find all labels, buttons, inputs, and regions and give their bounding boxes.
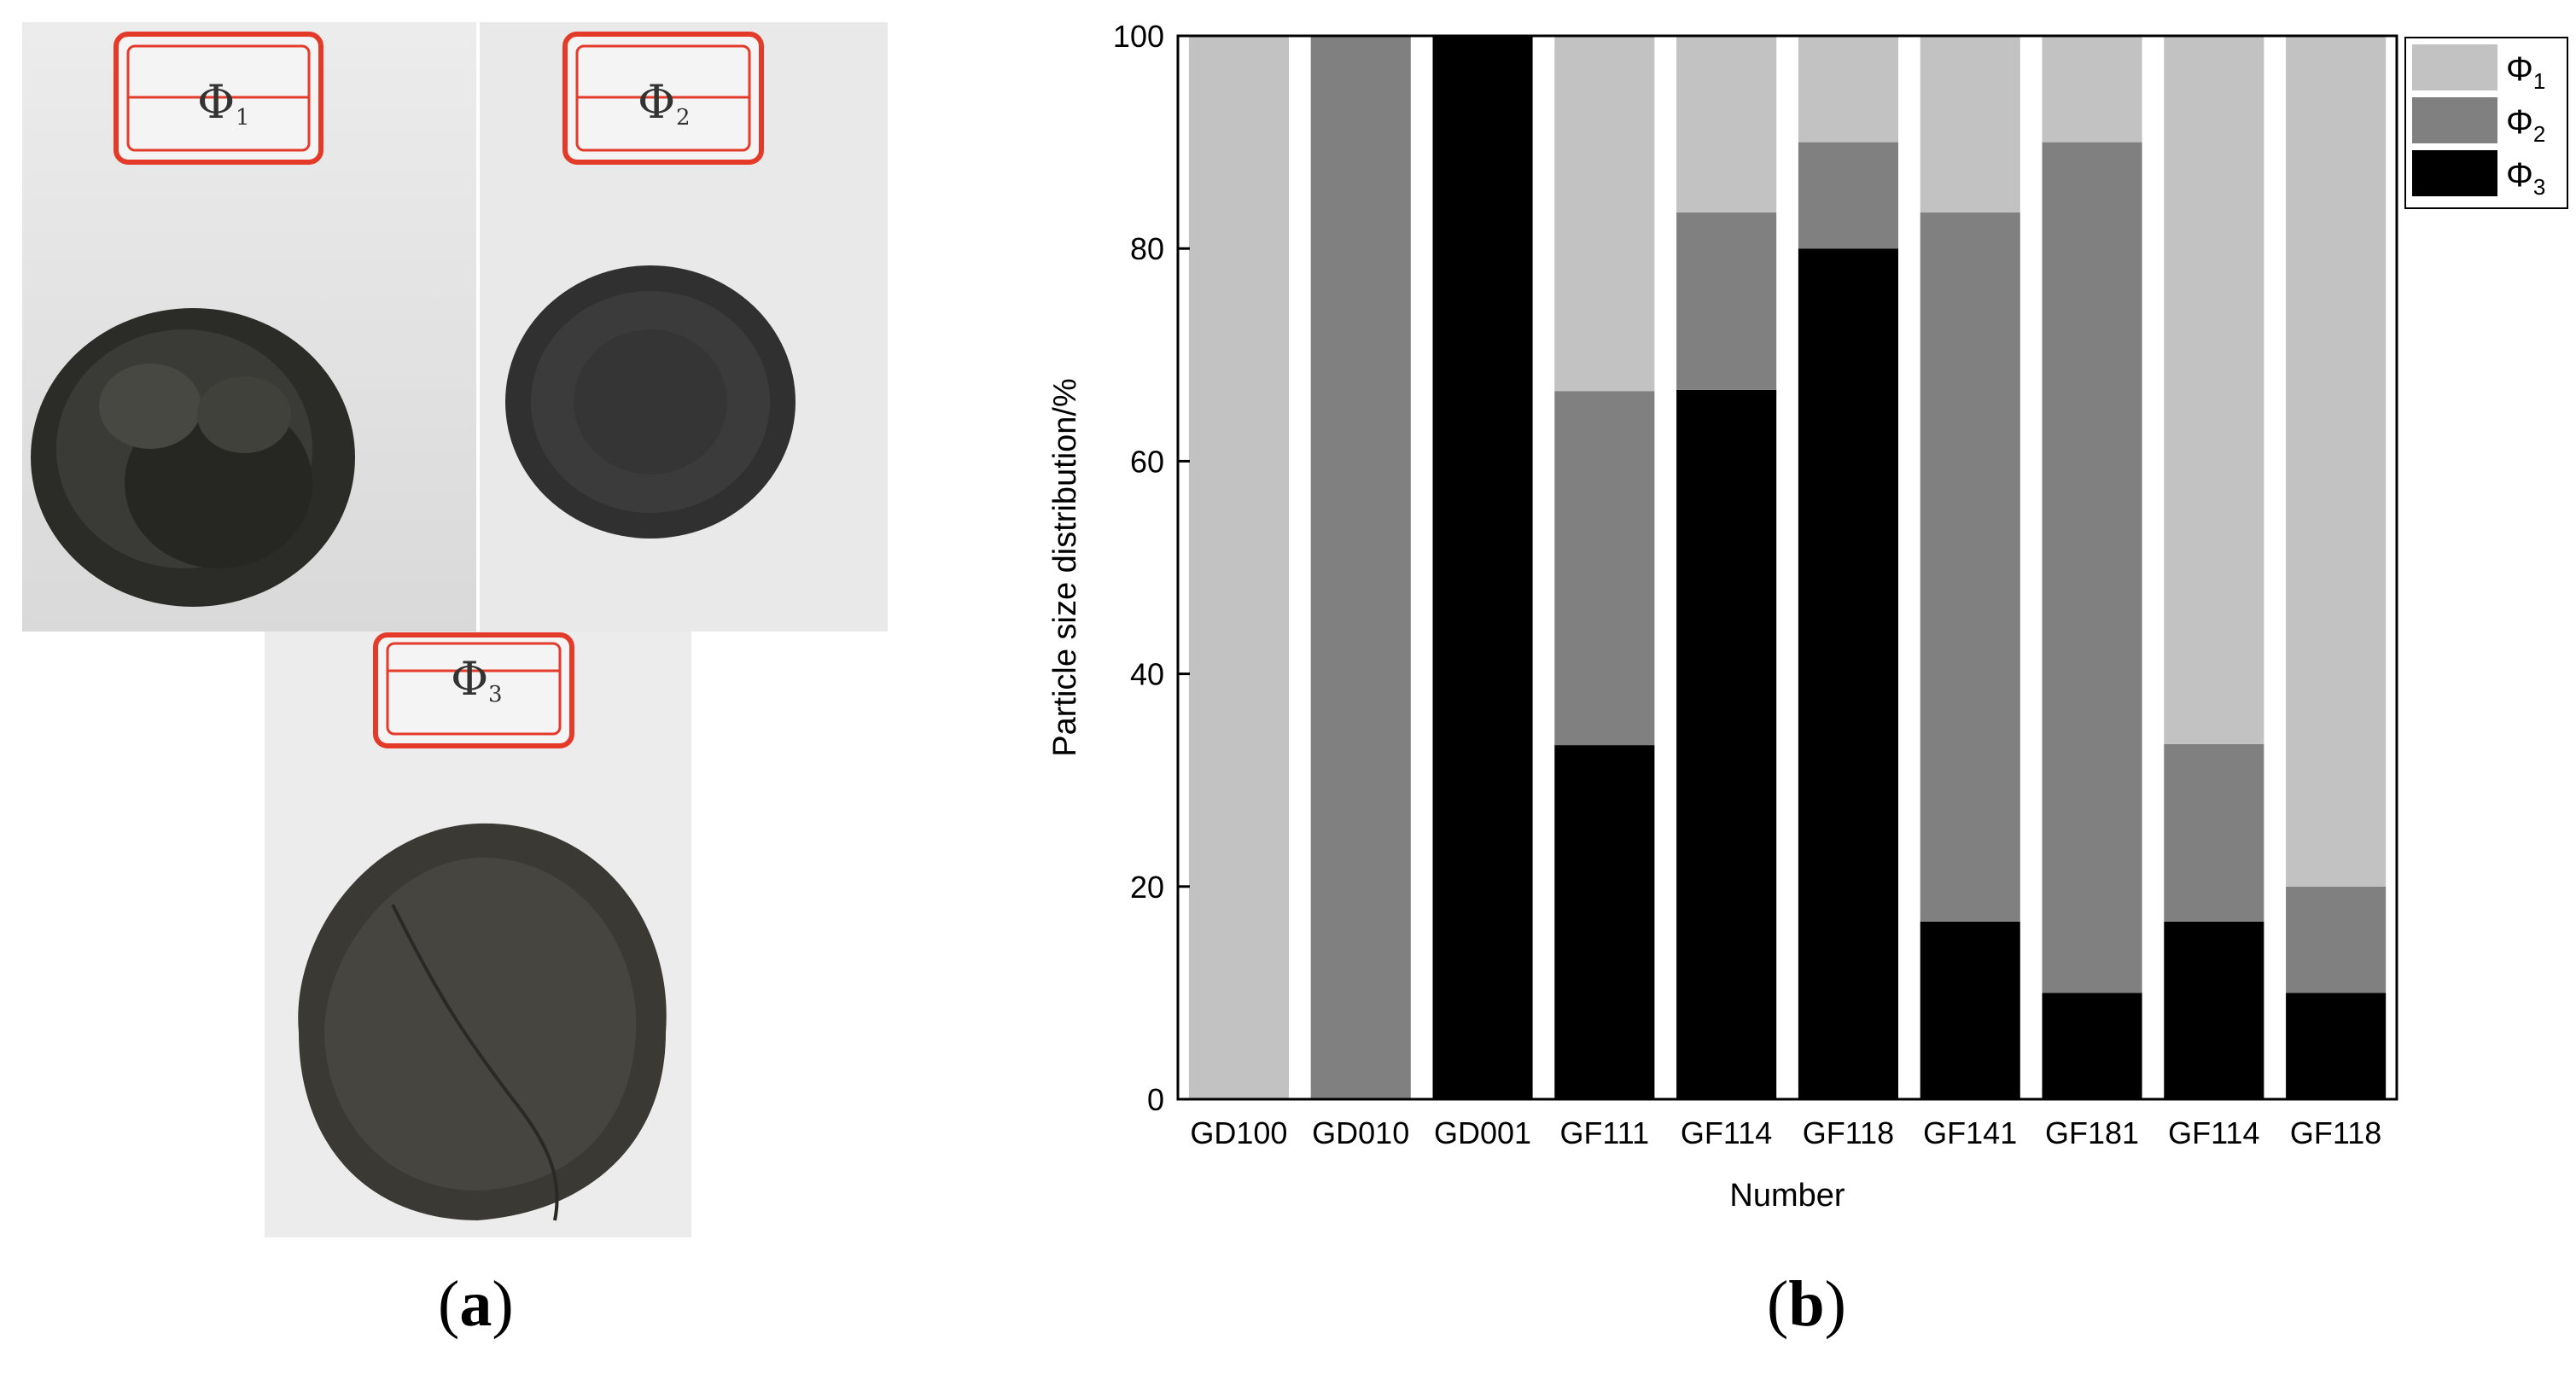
y-tick-label: 60 bbox=[1130, 444, 1164, 479]
bar-segment-gf114-phi1 bbox=[2164, 36, 2264, 744]
x-tick-label: GF114 bbox=[1681, 1115, 1772, 1150]
bar-segment-gf118-phi1 bbox=[1798, 36, 1898, 143]
legend-swatch-phi3 bbox=[2412, 150, 2497, 196]
bar-segment-gf118-phi3 bbox=[1798, 248, 1898, 1099]
bar-segment-gf114-phi2 bbox=[2164, 743, 2264, 922]
plot-frame bbox=[1176, 34, 2398, 1101]
bar-group bbox=[1188, 36, 2387, 1099]
bar-segment-gf118-phi1 bbox=[2286, 36, 2387, 887]
bar-segment-gf118-phi2 bbox=[2286, 886, 2387, 993]
svg-text:1: 1 bbox=[236, 105, 250, 131]
panel-label-a: (a) bbox=[438, 1268, 514, 1340]
y-tick-label: 100 bbox=[1113, 19, 1164, 54]
bar-segment-gf114-phi1 bbox=[1676, 36, 1777, 213]
panel-label-b: (b) bbox=[1767, 1268, 1846, 1340]
x-tick-label: GD001 bbox=[1434, 1115, 1531, 1150]
y-axis: 0 20 40 60 80 100 bbox=[1113, 19, 1190, 1117]
bar-segment-gd001-phi3 bbox=[1432, 36, 1533, 1099]
x-tick-label: GF118 bbox=[2290, 1115, 2381, 1150]
bar-segment-gf141-phi1 bbox=[1920, 36, 2020, 213]
bar-segment-gf114-phi2 bbox=[1676, 212, 1777, 390]
bar-segment-gf181-phi3 bbox=[2042, 993, 2142, 1099]
y-tick-label: 40 bbox=[1130, 657, 1164, 692]
bar-segment-gf118-phi2 bbox=[1798, 142, 1898, 249]
x-tick-label: GD100 bbox=[1190, 1115, 1287, 1150]
svg-text:2: 2 bbox=[676, 105, 691, 131]
bar-segment-gf114-phi3 bbox=[1676, 389, 1777, 1099]
bar-segment-gf111-phi1 bbox=[1554, 36, 1655, 392]
y-tick-label: 20 bbox=[1130, 870, 1164, 905]
x-tick-label: GF181 bbox=[2045, 1115, 2139, 1150]
legend-swatch-phi2 bbox=[2412, 97, 2497, 143]
bar-segment-gf181-phi2 bbox=[2042, 142, 2142, 993]
svg-text:Φ: Φ bbox=[638, 75, 675, 129]
bar-segment-gf111-phi2 bbox=[1554, 391, 1655, 746]
x-tick-label: GF118 bbox=[1803, 1115, 1894, 1150]
x-axis: GD100 GD010 GD001 GF111 GF114 GF118 GF141 GF181… bbox=[1190, 1115, 2381, 1150]
sample-photo-phi1: Φ 1 bbox=[22, 22, 476, 632]
x-axis-label: Number bbox=[1729, 1178, 1845, 1214]
y-tick-label: 0 bbox=[1147, 1082, 1164, 1117]
bar-segment-gf141-phi3 bbox=[1920, 921, 2020, 1099]
bar-segment-gf181-phi1 bbox=[2042, 36, 2142, 143]
y-axis-label: Particle size distribution/% bbox=[1047, 378, 1083, 757]
bar-segment-gf111-phi3 bbox=[1554, 745, 1655, 1099]
bar-segment-gf114-phi3 bbox=[2164, 921, 2264, 1099]
x-tick-label: GF141 bbox=[1923, 1115, 2017, 1150]
sample-photo-phi2: Φ 2 bbox=[480, 22, 888, 632]
bar-segment-gd010-phi2 bbox=[1310, 36, 1411, 1099]
x-tick-label: GF114 bbox=[2168, 1115, 2259, 1150]
svg-text:Φ: Φ bbox=[197, 75, 235, 129]
x-tick-label: GF111 bbox=[1559, 1115, 1649, 1150]
svg-text:3: 3 bbox=[488, 682, 503, 707]
bar-segment-gf118-phi3 bbox=[2286, 993, 2387, 1099]
bar-segment-gf141-phi2 bbox=[1920, 212, 2020, 922]
y-tick-label: 80 bbox=[1130, 231, 1164, 266]
stacked-bar-chart: 0 20 40 60 80 100 GD100 GD010 GD001 GF111 GF114 GF… bbox=[1047, 19, 2568, 1214]
bar-segment-gd100-phi1 bbox=[1188, 36, 1289, 1099]
sample-photo-phi3: Φ 3 bbox=[265, 632, 691, 1237]
x-tick-label: GD010 bbox=[1312, 1115, 1409, 1150]
legend-swatch-phi1 bbox=[2412, 44, 2497, 90]
svg-text:Φ: Φ bbox=[451, 652, 488, 706]
